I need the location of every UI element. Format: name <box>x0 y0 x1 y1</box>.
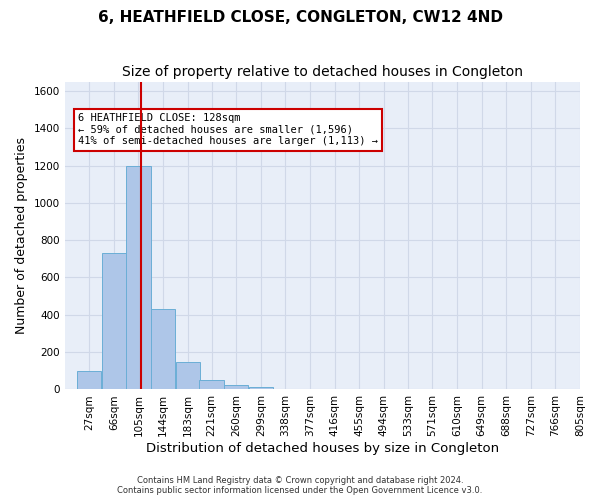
Text: 6, HEATHFIELD CLOSE, CONGLETON, CW12 4ND: 6, HEATHFIELD CLOSE, CONGLETON, CW12 4ND <box>97 10 503 25</box>
Bar <box>176 362 200 390</box>
Bar <box>102 253 126 390</box>
Title: Size of property relative to detached houses in Congleton: Size of property relative to detached ho… <box>122 65 523 79</box>
Bar <box>199 380 224 390</box>
Bar <box>273 388 298 390</box>
Text: Contains HM Land Registry data © Crown copyright and database right 2024.
Contai: Contains HM Land Registry data © Crown c… <box>118 476 482 495</box>
Bar <box>248 386 273 390</box>
Text: 6 HEATHFIELD CLOSE: 128sqm
← 59% of detached houses are smaller (1,596)
41% of s: 6 HEATHFIELD CLOSE: 128sqm ← 59% of deta… <box>78 114 378 146</box>
Bar <box>77 371 101 390</box>
X-axis label: Distribution of detached houses by size in Congleton: Distribution of detached houses by size … <box>146 442 499 455</box>
Bar <box>151 309 175 390</box>
Y-axis label: Number of detached properties: Number of detached properties <box>15 137 28 334</box>
Bar <box>224 385 248 390</box>
Bar <box>127 166 151 390</box>
